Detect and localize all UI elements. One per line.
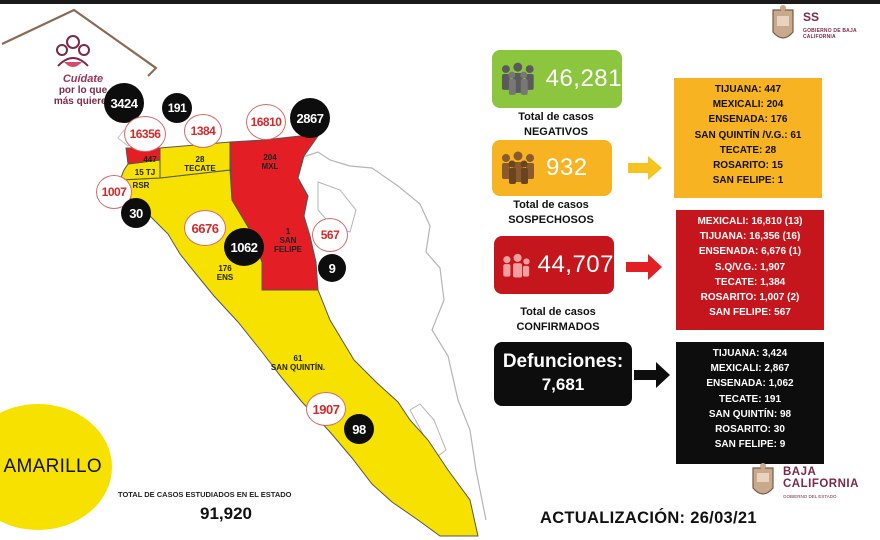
list-item: S.Q/V.G.: 1,907: [714, 261, 786, 273]
people-group-icon: [503, 253, 530, 278]
list-item: SAN FELIPE: 1: [712, 175, 784, 187]
people-group-icon: [502, 151, 534, 184]
confirmados-list: MEXICALI: 16,810 (13) TIJUANA: 16,356 (1…: [676, 210, 824, 330]
total-studied-value: 91,920: [200, 504, 252, 523]
label-san-quintin: 61 SAN QUINTÍN.: [270, 354, 326, 372]
circle-mexicali-confirmed: 16810: [246, 104, 286, 140]
circle-rosarito-deaths: 30: [121, 198, 151, 228]
list-item: MEXICALI: 2,867: [710, 363, 790, 375]
sospechosos-value: 932: [546, 154, 588, 181]
confirmados-panel: 44,707: [494, 236, 614, 294]
baja-california-map: [117, 129, 487, 537]
ss-brand: SS GOBIERNO DE BAJA CALIFORNIA: [803, 10, 857, 40]
defunciones-panel: Defunciones: 7,681: [494, 342, 632, 406]
circle-tijuana-confirmed: 16356: [124, 116, 166, 152]
list-item: TIJUANA: 447: [714, 84, 782, 95]
list-item: SAN FELIPE: 567: [709, 307, 791, 319]
people-group-icon: [501, 62, 534, 95]
list-item: TECATE: 28: [719, 144, 777, 156]
list-item: ROSARITO: 1,007 (2): [700, 292, 800, 304]
label-tecate: 28 TECATE: [184, 155, 216, 173]
circle-ensenada-deaths: 1062: [224, 228, 264, 266]
label-rosarito: RSR: [132, 181, 150, 190]
state-seal-icon: [752, 463, 774, 495]
circle-san-felipe-confirmed: 567: [312, 218, 348, 252]
list-item: ENSENADA: 176: [708, 114, 788, 126]
label-ensenada: 176 ENS: [216, 264, 234, 282]
list-item: ENSENADA: 6,676 (1): [698, 246, 802, 258]
negativos-value: 46,281: [545, 65, 622, 92]
list-item: ROSARITO: 15: [713, 160, 783, 172]
confirmados-caption: Total de casos CONFIRMADOS: [516, 306, 600, 333]
negativos-panel: 46,281: [492, 50, 622, 108]
list-item: SAN QUINTÍN: 98: [708, 408, 792, 420]
total-studied-label: TOTAL DE CASOS ESTUDIADOS EN EL ESTADO: [118, 490, 292, 499]
defunciones-list: TIJUANA: 3,424 MEXICALI: 2,867 ENSENADA:…: [676, 342, 824, 464]
top-border: [0, 0, 880, 4]
sospechosos-caption: Total de casos SOSPECHOSOS: [508, 199, 594, 226]
list-item: TECATE: 191: [718, 393, 782, 405]
list-item: TECATE: 1,384: [714, 276, 786, 288]
circle-tecate-deaths: 191: [162, 93, 192, 123]
list-item: ENSENADA: 1,062: [706, 378, 794, 390]
circle-tecate-confirmed: 1384: [184, 114, 222, 148]
list-item: MEXICALI: 16,810 (13): [697, 216, 803, 227]
update-date: ACTUALIZACIÓN: 26/03/21: [540, 509, 757, 527]
arrow-right-icon: [626, 254, 662, 280]
circle-san-quintin-confirmed: 1907: [306, 392, 346, 426]
list-item: SAN FELIPE: 9: [714, 439, 786, 451]
arrow-right-icon: [628, 156, 662, 180]
arrow-right-icon: [634, 362, 670, 388]
label-mexicali: 204 MXL: [261, 153, 279, 171]
list-item: SAN QUINTÍN /V.G.: 61: [694, 129, 802, 141]
semaforo-label: AMARILLO: [3, 456, 102, 477]
label-tijuana: 447: [143, 155, 157, 164]
list-item: MEXICALI: 204: [712, 99, 784, 111]
confirmados-value: 44,707: [537, 251, 614, 278]
logo-tagline: Cuídate por lo que más quieres: [53, 73, 113, 108]
baja-california-brand: BAJA CALIFORNIA GOBIERNO DEL ESTADO: [783, 466, 859, 499]
list-item: TIJUANA: 16,356 (16): [699, 231, 801, 243]
defunciones-title: Defunciones:: [502, 351, 624, 372]
circle-san-quintin-deaths: 98: [344, 414, 374, 444]
list-item: ROSARITO: 30: [715, 424, 785, 436]
label-san-felipe: 1 SAN FELIPE: [273, 227, 302, 254]
house-logo-icon: [1, 8, 158, 77]
circle-san-felipe-deaths: 9: [318, 254, 346, 282]
state-seal-icon: [772, 5, 794, 39]
negativos-caption: Total de casos NEGATIVOS: [518, 111, 594, 138]
label-tj: 15 TJ: [134, 168, 156, 177]
defunciones-value: 7,681: [541, 375, 585, 394]
circle-ensenada-confirmed: 6676: [184, 210, 226, 246]
list-item: TIJUANA: 3,424: [712, 348, 788, 359]
circle-mexicali-deaths: 2867: [290, 98, 330, 138]
coastline-east: [299, 151, 487, 521]
sospechosos-list: TIJUANA: 447 MEXICALI: 204 ENSENADA: 176…: [674, 78, 822, 198]
sospechosos-panel: 932: [492, 140, 612, 196]
